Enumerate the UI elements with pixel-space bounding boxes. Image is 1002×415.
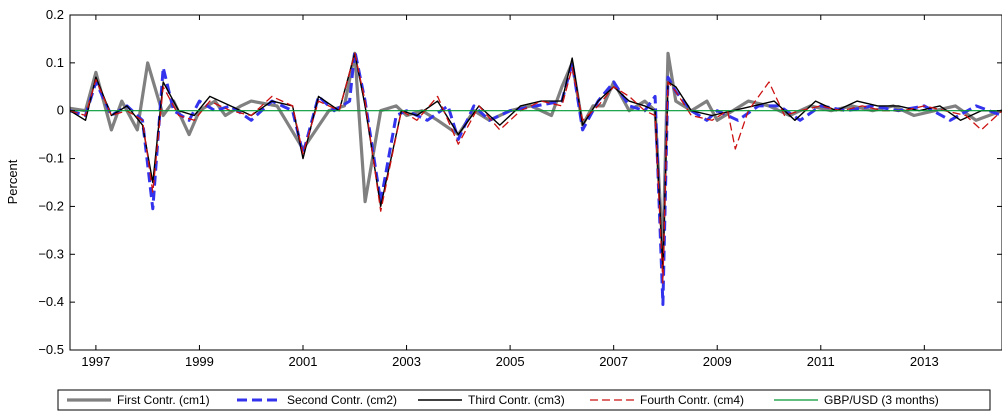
x-tick-label: 2007 <box>599 354 628 369</box>
series-line-3 <box>69 52 1002 270</box>
legend: First Contr. (cm1) Second Contr. (cm2) Thi… <box>57 389 991 411</box>
x-tick-label: 2003 <box>392 354 421 369</box>
x-tick-label: 1999 <box>185 354 214 369</box>
plot-frame <box>69 14 1002 351</box>
series-lines <box>69 49 1002 306</box>
y-tick-label: −0.4 <box>38 294 64 309</box>
legend-box <box>57 389 991 411</box>
y-tick-label: −0.5 <box>38 342 64 357</box>
y-tick-label: 0 <box>57 103 64 118</box>
x-tick-label: 2001 <box>289 354 318 369</box>
y-tick-label: −0.1 <box>38 151 64 166</box>
y-axis-label: Percent <box>5 159 20 204</box>
x-tick-label: 2005 <box>496 354 525 369</box>
y-tick-label: −0.2 <box>38 198 64 213</box>
series-line-2 <box>69 49 1002 306</box>
y-tick-label: 0.1 <box>46 55 64 70</box>
axis-ticks: 1997 1999 2001 2003 2005 2007 2009 2011 2013 −0.5… <box>38 7 1002 369</box>
x-tick-label: 1997 <box>81 354 110 369</box>
legend-label-2: Second Contr. (cm2) <box>287 393 397 407</box>
x-tick-label: 2011 <box>807 354 835 369</box>
legend-label-4: Fourth Contr. (cm4) <box>640 393 744 407</box>
legend-label-3: Third Contr. (cm3) <box>468 393 565 407</box>
x-tick-label: 2013 <box>910 354 939 369</box>
x-tick-label: 2009 <box>703 354 732 369</box>
y-tick-label: 0.2 <box>46 7 64 22</box>
legend-label-5: GBP/USD (3 months) <box>824 393 939 407</box>
legend-items: First Contr. (cm1) Second Contr. (cm2) Thi… <box>67 393 939 407</box>
y-tick-label: −0.3 <box>38 246 64 261</box>
legend-label-1: First Contr. (cm1) <box>117 393 210 407</box>
